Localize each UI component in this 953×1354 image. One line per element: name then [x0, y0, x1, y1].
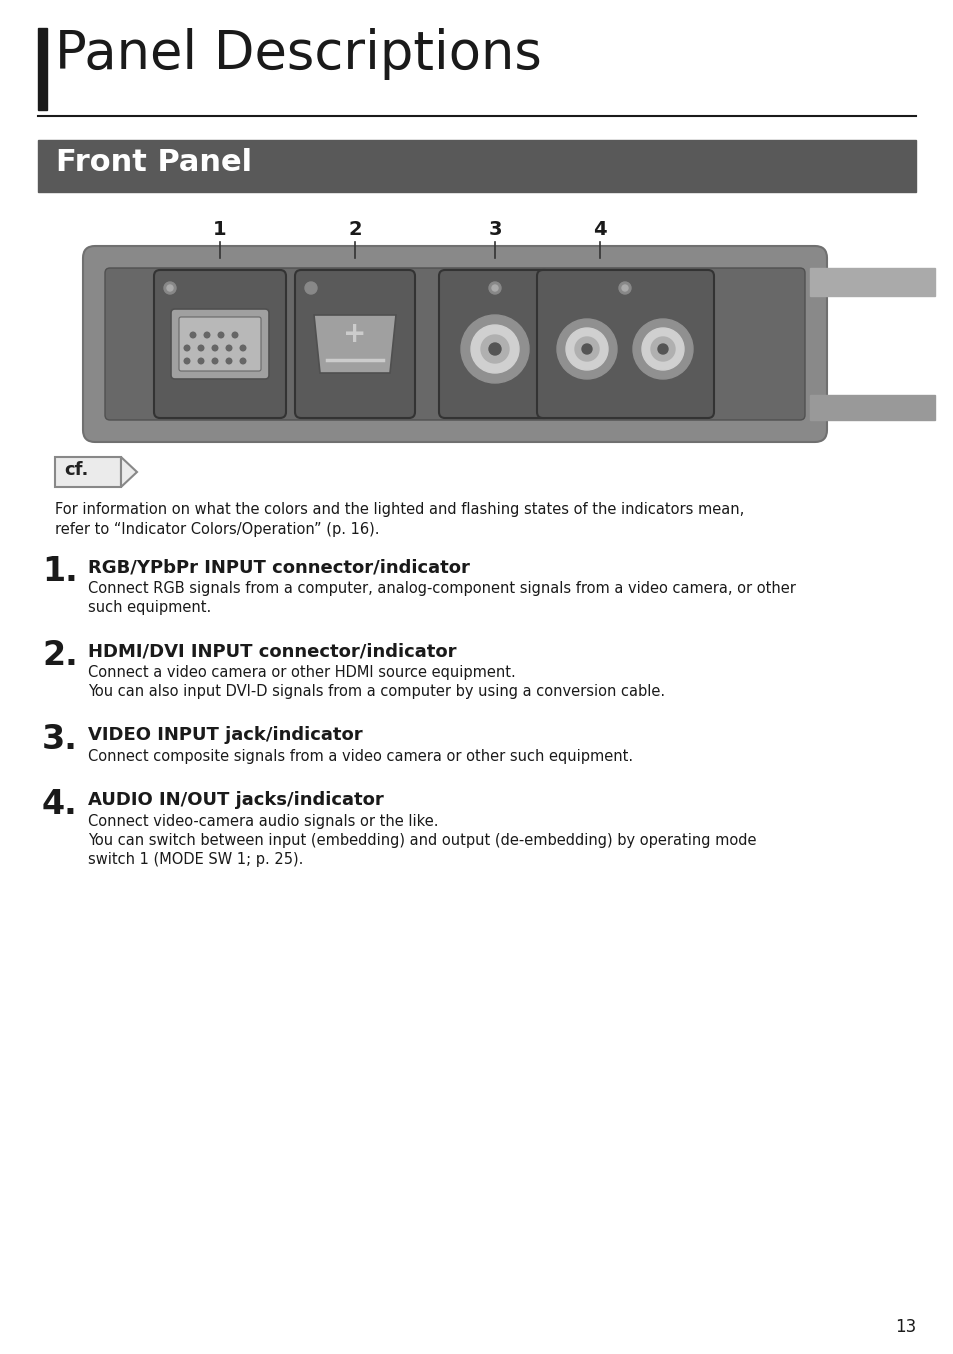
Bar: [38, 28, 47, 110]
Circle shape: [618, 282, 630, 294]
Text: Panel Descriptions: Panel Descriptions: [55, 28, 541, 80]
FancyBboxPatch shape: [171, 309, 269, 379]
FancyBboxPatch shape: [179, 317, 261, 371]
Circle shape: [581, 344, 592, 353]
Text: HDMI/DVI INPUT connector/indicator: HDMI/DVI INPUT connector/indicator: [88, 642, 456, 659]
Text: You can switch between input (embedding) and output (de-embedding) by operating : You can switch between input (embedding)…: [88, 833, 756, 848]
FancyBboxPatch shape: [153, 269, 286, 418]
Text: refer to “Indicator Colors/Operation” (p. 16).: refer to “Indicator Colors/Operation” (p…: [55, 523, 379, 538]
Text: cf.: cf.: [64, 460, 89, 479]
Circle shape: [184, 345, 190, 351]
FancyBboxPatch shape: [537, 269, 713, 418]
Text: Connect composite signals from a video camera or other such equipment.: Connect composite signals from a video c…: [88, 749, 633, 764]
Circle shape: [650, 337, 675, 362]
Circle shape: [190, 332, 195, 337]
FancyBboxPatch shape: [105, 268, 804, 420]
Text: For information on what the colors and the lighted and flashing states of the in: For information on what the colors and t…: [55, 502, 743, 517]
Bar: [809, 395, 934, 420]
Circle shape: [305, 282, 316, 294]
Circle shape: [565, 328, 607, 370]
Text: AUDIO IN/OUT jacks/indicator: AUDIO IN/OUT jacks/indicator: [88, 791, 383, 808]
Text: 2: 2: [348, 219, 361, 240]
FancyBboxPatch shape: [55, 458, 121, 487]
Text: Connect RGB signals from a computer, analog-component signals from a video camer: Connect RGB signals from a computer, ana…: [88, 581, 795, 596]
Circle shape: [621, 284, 627, 291]
Circle shape: [198, 359, 204, 364]
Text: 4.: 4.: [42, 788, 77, 821]
Text: VIDEO INPUT jack/indicator: VIDEO INPUT jack/indicator: [88, 726, 362, 743]
FancyBboxPatch shape: [438, 269, 551, 418]
Circle shape: [489, 343, 500, 355]
Text: Front Panel: Front Panel: [56, 148, 252, 177]
Text: 4: 4: [593, 219, 606, 240]
Circle shape: [641, 328, 683, 370]
Circle shape: [198, 345, 204, 351]
Circle shape: [226, 359, 232, 364]
FancyBboxPatch shape: [83, 246, 826, 441]
Circle shape: [240, 345, 246, 351]
Text: +: +: [343, 320, 366, 348]
Text: 13: 13: [894, 1317, 915, 1336]
Circle shape: [633, 320, 692, 379]
Circle shape: [218, 332, 224, 337]
FancyBboxPatch shape: [294, 269, 415, 418]
Circle shape: [557, 320, 617, 379]
Circle shape: [204, 332, 210, 337]
Text: 3.: 3.: [42, 723, 78, 756]
Bar: [809, 268, 934, 297]
Circle shape: [471, 325, 518, 372]
Text: such equipment.: such equipment.: [88, 600, 211, 615]
Circle shape: [212, 345, 217, 351]
Circle shape: [232, 332, 237, 337]
Polygon shape: [121, 458, 137, 487]
Text: 1: 1: [213, 219, 227, 240]
Circle shape: [212, 359, 217, 364]
Text: RGB/YPbPr INPUT connector/indicator: RGB/YPbPr INPUT connector/indicator: [88, 558, 470, 575]
Text: Connect video-camera audio signals or the like.: Connect video-camera audio signals or th…: [88, 814, 438, 829]
Circle shape: [658, 344, 667, 353]
Circle shape: [226, 345, 232, 351]
Polygon shape: [314, 315, 395, 372]
Circle shape: [240, 359, 246, 364]
Circle shape: [575, 337, 598, 362]
Text: 2.: 2.: [42, 639, 77, 672]
Text: Connect a video camera or other HDMI source equipment.: Connect a video camera or other HDMI sou…: [88, 665, 516, 680]
Text: You can also input DVI-D signals from a computer by using a conversion cable.: You can also input DVI-D signals from a …: [88, 684, 664, 699]
Bar: [38, 139, 915, 192]
Text: 1.: 1.: [42, 555, 77, 588]
Text: switch 1 (MODE SW 1; p. 25).: switch 1 (MODE SW 1; p. 25).: [88, 852, 303, 867]
Circle shape: [489, 282, 500, 294]
Text: 3: 3: [488, 219, 501, 240]
Circle shape: [167, 284, 172, 291]
Circle shape: [184, 359, 190, 364]
Circle shape: [480, 334, 509, 363]
Circle shape: [460, 315, 529, 383]
Circle shape: [492, 284, 497, 291]
Circle shape: [164, 282, 175, 294]
